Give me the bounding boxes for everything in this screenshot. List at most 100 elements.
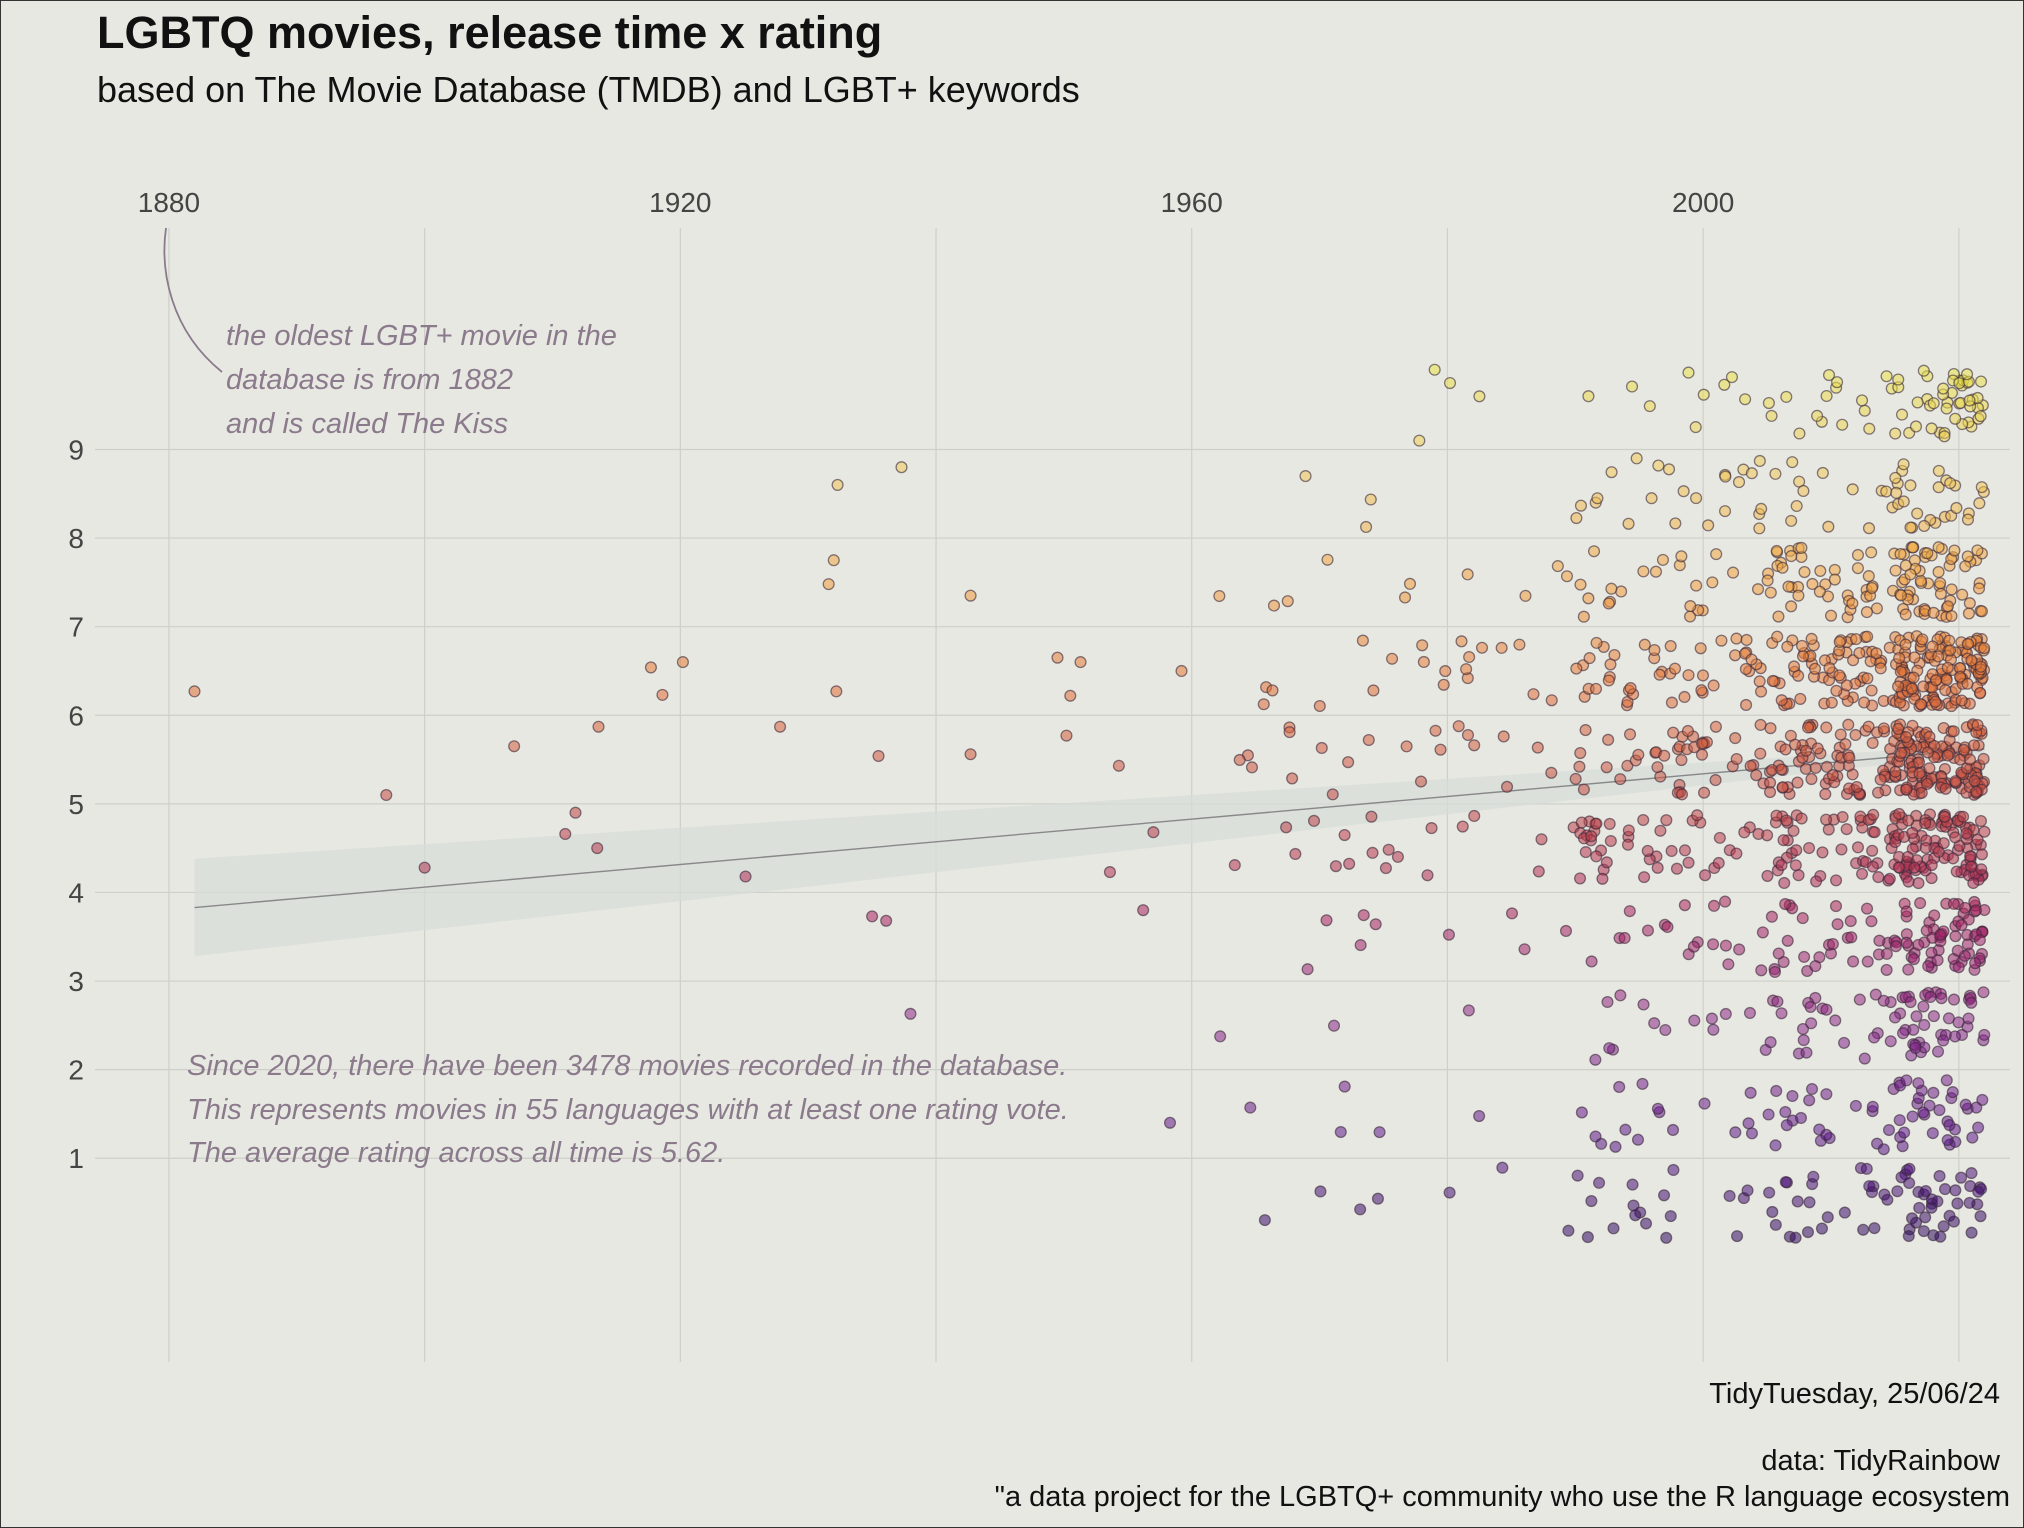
data-point [1853,646,1866,660]
data-point [1844,915,1857,928]
data-point [1614,773,1627,786]
data-point [1860,606,1873,619]
data-point [1281,595,1294,608]
data-point [1929,695,1942,708]
data-point [830,685,843,698]
data-point [1949,831,1962,844]
data-point [1861,955,1874,968]
data-point [1739,393,1752,406]
annotation-arrow [163,227,223,373]
data-point [1918,519,1931,533]
data-point [1838,1206,1851,1219]
data-point [1941,749,1954,762]
data-point [1889,471,1902,484]
data-point [1932,464,1945,477]
data-point [1621,838,1635,851]
data-point [1603,817,1616,830]
caption-data-source: data: TidyRainbow [1761,1445,2001,1477]
data-point [1919,817,1932,830]
data-point [1951,1197,1964,1210]
data-point [1694,642,1707,655]
data-point [1745,467,1758,480]
data-point [1874,662,1887,675]
data-point [1313,699,1326,713]
data-point [1923,730,1936,743]
data-point [1641,844,1654,857]
data-point [1938,430,1951,443]
data-point [866,910,879,923]
data-point [1873,934,1886,947]
data-point [1632,748,1645,761]
data-point [1582,592,1595,605]
data-point [1785,550,1798,563]
data-point [1286,772,1299,785]
data-point [1602,674,1615,687]
data-point [1614,989,1627,1002]
data-point [1858,1052,1871,1065]
data-point [1343,857,1356,870]
data-point [1828,573,1841,586]
data-point [1609,1140,1622,1153]
annotation-oldest-line1: the oldest LGBT+ movie in the [226,320,617,352]
data-point [1581,1231,1594,1244]
data-point [1964,850,1977,863]
data-point [1934,587,1947,600]
data-point [1795,541,1808,554]
data-point [1900,783,1913,796]
data-point [1301,963,1314,976]
data-point [1429,724,1442,737]
data-point [1880,947,1893,960]
data-point [1862,522,1876,535]
data-point [1527,688,1540,701]
data-point [1690,579,1703,592]
data-point [592,720,605,733]
data-point [1468,809,1481,823]
data-point [1912,877,1925,890]
data-point [1789,859,1802,872]
data-point [1902,814,1915,827]
data-point [508,740,521,753]
data-point [1932,481,1945,494]
data-point [1637,565,1650,578]
caption-tidytuesday: TidyTuesday, 25/06/24 [1709,1378,2000,1410]
data-point [1780,390,1793,403]
data-point [1456,820,1469,833]
data-point [1682,669,1695,682]
data-point [1912,938,1925,951]
data-point [1796,650,1810,663]
data-point [1593,1176,1606,1189]
data-point [1622,824,1635,837]
data-point [1414,775,1428,788]
data-point [1867,808,1880,821]
data-point [1648,1017,1661,1030]
data-point [1924,990,1937,1004]
data-point [1903,1162,1916,1175]
data-point [1971,833,1984,846]
data-point [1607,1222,1620,1235]
data-point [1725,371,1738,384]
data-point [1925,422,1938,435]
data-point [1766,1205,1779,1218]
data-point [1587,545,1601,558]
data-point [1551,560,1564,573]
data-point [1949,412,1962,425]
data-point [1574,578,1587,591]
data-point [1731,1230,1744,1243]
data-point [1927,1086,1940,1099]
data-point [1978,642,1991,655]
data-point [1949,1184,1962,1197]
data-point [1943,634,1956,647]
data-point [1625,380,1639,393]
data-point [1974,375,1988,388]
data-point [1909,1041,1922,1054]
data-point [1664,640,1677,653]
data-point [1842,718,1855,731]
data-point [1820,1003,1833,1016]
data-point [1975,863,1988,876]
data-point [1649,565,1663,578]
data-point [1745,1127,1759,1140]
data-point [1951,944,1964,957]
data-point [1906,826,1919,840]
data-point [1603,1042,1616,1055]
data-point [1675,788,1689,801]
